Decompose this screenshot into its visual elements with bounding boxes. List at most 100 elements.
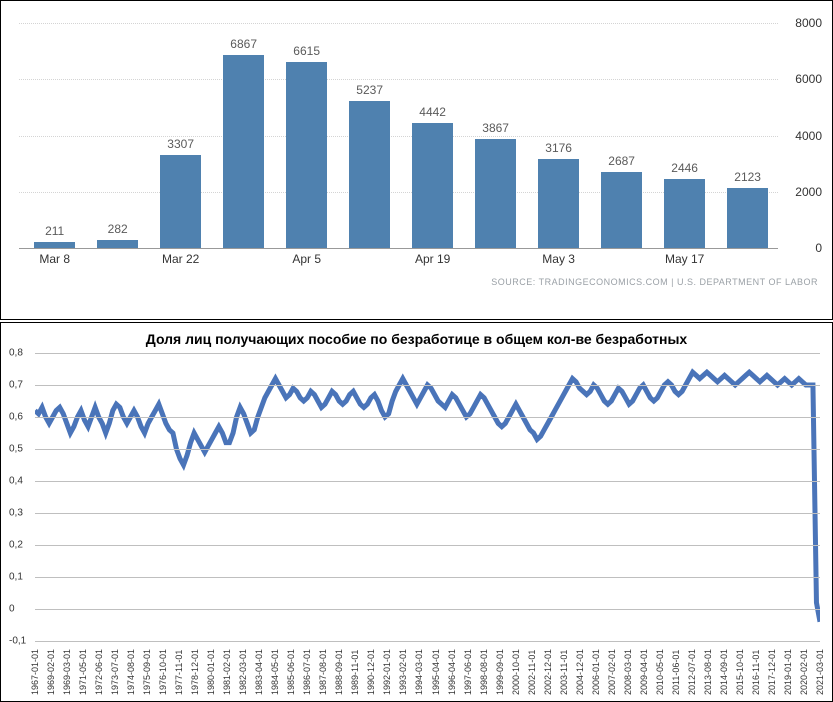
bar-value-label: 5237 <box>356 83 383 97</box>
line-y-gridline <box>35 609 820 610</box>
bar-x-tick-label: May 17 <box>665 252 704 266</box>
line-x-tick-label: 1990-12-01 <box>366 649 376 695</box>
bar-y-tick-label: 0 <box>782 241 822 255</box>
line-x-tick-label: 2011-06-01 <box>671 650 681 695</box>
line-x-tick-label: 1992-01-01 <box>382 649 392 695</box>
line-x-tick-label: 1983-04-01 <box>254 649 264 695</box>
bar-value-label: 2687 <box>608 154 635 168</box>
line-y-tick-label: 0,7 <box>9 380 23 391</box>
line-x-tick-label: 2003-11-01 <box>559 650 569 695</box>
bar-value-label: 3307 <box>167 137 194 151</box>
bar-value-label: 3867 <box>482 121 509 135</box>
bar-value-label: 4442 <box>419 105 446 119</box>
bar-x-tick-label: May 3 <box>542 252 575 266</box>
line-x-axis: 1967-01-011969-02-011969-03-011971-05-01… <box>35 641 820 697</box>
bar-value-label: 6615 <box>293 44 320 58</box>
line-x-tick-label: 1985-06-01 <box>286 649 296 695</box>
line-x-tick-label: 2002-12-01 <box>543 649 553 695</box>
line-series <box>35 372 820 622</box>
bar-value-label: 282 <box>108 222 128 236</box>
line-svg <box>35 353 820 641</box>
jobless-claims-bar-chart-panel: 02000400060008000211Mar 82823307Mar 2268… <box>0 0 833 320</box>
bar-chart: 02000400060008000211Mar 82823307Mar 2268… <box>19 9 778 269</box>
line-x-tick-label: 2010-05-01 <box>655 649 665 695</box>
line-x-tick-label: 1972-06-01 <box>94 649 104 695</box>
line-y-tick-label: 0,6 <box>9 412 23 423</box>
line-x-tick-label: 1980-01-01 <box>206 649 216 695</box>
line-y-gridline <box>35 353 820 354</box>
bar-y-tick-label: 4000 <box>782 129 822 143</box>
line-x-tick-label: 1984-05-01 <box>270 649 280 695</box>
line-chart: -0,100,10,20,30,40,50,60,70,8 <box>35 351 820 641</box>
line-x-tick-label: 2000-10-01 <box>511 649 521 695</box>
bar <box>349 101 390 248</box>
line-x-tick-label: 2019-01-01 <box>783 649 793 695</box>
bar-y-gridline <box>19 79 778 80</box>
bar <box>286 62 327 248</box>
line-x-tick-label: 2017-12-01 <box>767 649 777 695</box>
line-x-tick-label: 2015-10-01 <box>735 649 745 695</box>
bar-y-gridline <box>19 136 778 137</box>
line-x-tick-label: 1993-02-01 <box>398 649 408 695</box>
line-x-tick-label: 2006-01-01 <box>591 649 601 695</box>
line-y-gridline <box>35 481 820 482</box>
line-x-tick-label: 2002-11-01 <box>527 650 537 695</box>
line-x-tick-label: 1967-01-01 <box>30 649 40 695</box>
line-y-gridline <box>35 513 820 514</box>
line-x-tick-label: 2009-04-01 <box>639 649 649 695</box>
line-y-tick-label: -0,1 <box>9 636 26 647</box>
line-x-tick-label: 1989-11-01 <box>350 650 360 695</box>
bar <box>475 139 516 248</box>
bar <box>727 188 768 248</box>
bar <box>601 172 642 248</box>
line-x-tick-label: 2007-02-01 <box>607 649 617 695</box>
line-y-tick-label: 0,2 <box>9 540 23 551</box>
line-x-tick-label: 1978-12-01 <box>190 649 200 695</box>
line-y-tick-label: 0,1 <box>9 572 23 583</box>
line-x-tick-label: 1986-07-01 <box>302 649 312 695</box>
line-y-tick-label: 0,8 <box>9 348 23 359</box>
line-x-tick-label: 2016-11-01 <box>751 650 761 695</box>
line-x-tick-label: 1988-09-01 <box>334 649 344 695</box>
line-x-tick-label: 1998-08-01 <box>479 649 489 695</box>
line-y-gridline <box>35 577 820 578</box>
line-x-tick-label: 1982-03-01 <box>238 649 248 695</box>
bar <box>97 240 138 248</box>
line-x-tick-label: 1974-08-01 <box>126 649 136 695</box>
bar <box>664 179 705 248</box>
bar-value-label: 6867 <box>230 37 257 51</box>
line-x-tick-label: 1995-04-01 <box>431 649 441 695</box>
bar <box>538 159 579 248</box>
line-y-tick-label: 0,5 <box>9 444 23 455</box>
line-x-tick-label: 1971-05-01 <box>78 649 88 695</box>
bar-x-tick-label: Mar 8 <box>39 252 70 266</box>
bar-x-tick-label: Apr 5 <box>292 252 321 266</box>
line-x-tick-label: 2021-03-01 <box>815 649 825 695</box>
line-y-gridline <box>35 449 820 450</box>
bar <box>160 155 201 248</box>
bar-value-label: 3176 <box>545 141 572 155</box>
line-x-tick-label: 1977-11-01 <box>174 650 184 695</box>
line-x-tick-label: 1987-08-01 <box>318 649 328 695</box>
line-y-tick-label: 0 <box>9 604 15 615</box>
bar-x-tick-label: Apr 19 <box>415 252 450 266</box>
bar-value-label: 2446 <box>671 161 698 175</box>
line-x-tick-label: 1973-07-01 <box>110 649 120 695</box>
bar <box>412 123 453 248</box>
line-y-gridline <box>35 545 820 546</box>
bar-value-label: 2123 <box>734 170 761 184</box>
benefit-share-line-chart-panel: Доля лиц получающих пособие по безработи… <box>0 322 833 702</box>
line-y-gridline <box>35 417 820 418</box>
bar <box>223 55 264 248</box>
line-y-gridline <box>35 385 820 386</box>
bar <box>34 242 75 248</box>
line-x-tick-label: 1976-10-01 <box>158 649 168 695</box>
line-x-tick-label: 1994-03-01 <box>414 649 424 695</box>
line-x-tick-label: 1997-06-01 <box>463 649 473 695</box>
line-x-tick-label: 1975-09-01 <box>142 649 152 695</box>
line-y-tick-label: 0,3 <box>9 508 23 519</box>
line-x-tick-label: 1981-02-01 <box>222 649 232 695</box>
line-x-tick-label: 2004-12-01 <box>575 649 585 695</box>
bar-y-gridline <box>19 23 778 24</box>
line-x-tick-label: 2013-08-01 <box>703 649 713 695</box>
